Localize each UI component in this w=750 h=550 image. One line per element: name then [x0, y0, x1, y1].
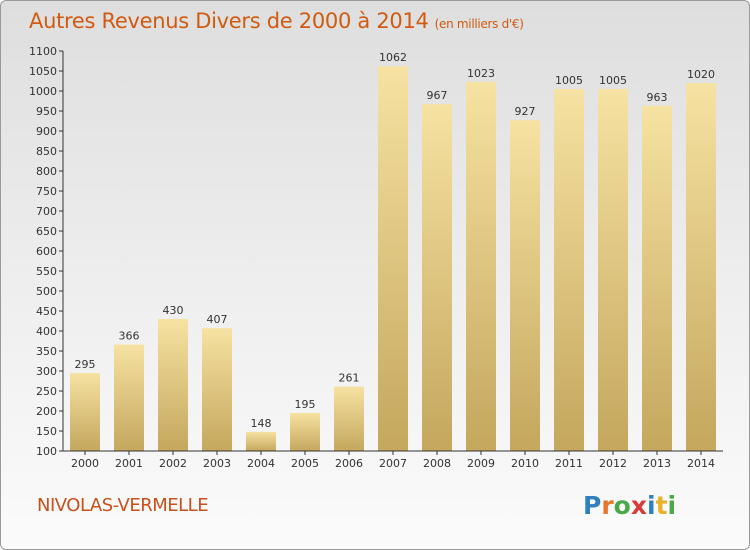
logo-letter: i [647, 491, 656, 520]
y-tick-label: 650 [36, 225, 57, 238]
y-tick-label: 850 [36, 145, 57, 158]
y-tick-label: 600 [36, 245, 57, 258]
bar-value-label: 1005 [555, 74, 583, 87]
bar-value-label: 1020 [687, 68, 715, 81]
y-tick-label: 450 [36, 305, 57, 318]
bar-value-label: 1005 [599, 74, 627, 87]
logo-letter: o [613, 491, 631, 520]
y-tick-label: 800 [36, 165, 57, 178]
y-tick-label: 1100 [29, 45, 57, 58]
y-tick-label: 400 [36, 325, 57, 338]
x-tick-label: 2009 [467, 457, 495, 470]
x-tick-label: 2002 [159, 457, 187, 470]
bar-value-label: 407 [207, 313, 228, 326]
logo-letter: P [583, 491, 602, 520]
bar-value-label: 430 [163, 304, 184, 317]
x-tick-label: 2008 [423, 457, 451, 470]
x-tick-label: 2003 [203, 457, 231, 470]
bar [466, 81, 496, 452]
logo-letter: r [601, 491, 614, 520]
y-tick-label: 200 [36, 405, 57, 418]
chart-title: Autres Revenus Divers de 2000 à 2014 (en … [29, 9, 524, 33]
x-tick-label: 2013 [643, 457, 671, 470]
chart-title-text: Autres Revenus Divers de 2000 à 2014 [29, 9, 429, 33]
y-tick-label: 1000 [29, 85, 57, 98]
bar [70, 373, 100, 451]
bar-value-label: 927 [515, 105, 536, 118]
y-tick-label: 550 [36, 265, 57, 278]
y-tick-label: 700 [36, 205, 57, 218]
x-tick-label: 2004 [247, 457, 275, 470]
x-tick-label: 2000 [71, 457, 99, 470]
bar [686, 83, 716, 451]
logo-letter: t [655, 491, 668, 520]
y-tick-label: 100 [36, 445, 57, 458]
logo-letter: x [630, 491, 647, 520]
bar [114, 344, 144, 451]
x-tick-label: 2014 [687, 457, 715, 470]
bar-value-label: 148 [251, 417, 272, 430]
x-tick-label: 2011 [555, 457, 583, 470]
bar-value-label: 967 [427, 89, 448, 102]
y-tick-label: 1050 [29, 65, 57, 78]
bar [642, 105, 672, 452]
bar-value-label: 295 [75, 358, 96, 371]
bar [422, 104, 452, 451]
logo-letter: i [667, 491, 677, 520]
bar [158, 319, 188, 451]
y-tick-label: 500 [36, 285, 57, 298]
bar-value-label: 195 [295, 398, 316, 411]
x-tick-label: 2001 [115, 457, 143, 470]
y-tick-label: 350 [36, 345, 57, 358]
bar-value-label: 963 [647, 91, 668, 104]
bar [378, 66, 408, 451]
bar [598, 89, 628, 451]
location-name: NIVOLAS-VERMELLE [37, 495, 209, 516]
proxiti-logo: Proxiti [583, 491, 676, 520]
x-tick-label: 2007 [379, 457, 407, 470]
bar [202, 328, 232, 451]
y-axis: 100 150 200 250 300 350 400 450 500 550 600 650 700 7… [29, 45, 64, 458]
bar [334, 386, 364, 451]
x-tick-label: 2005 [291, 457, 319, 470]
y-tick-label: 750 [36, 185, 57, 198]
bar [290, 413, 320, 451]
x-tick-label: 2012 [599, 457, 627, 470]
bar [246, 431, 276, 451]
bar [510, 120, 540, 451]
y-tick-label: 900 [36, 125, 57, 138]
bar-value-label: 366 [119, 330, 140, 343]
x-axis: 2000 2001 2002 2003 2004 2005 2006 2007 2008 2009… [63, 450, 723, 470]
x-tick-label: 2006 [335, 457, 363, 470]
y-tick-label: 950 [36, 105, 57, 118]
bar-value-label: 261 [339, 372, 360, 385]
y-tick-label: 250 [36, 385, 57, 398]
bars: 295 366 430 407 148 195 261 1062 967 1023 927 1005 1… [70, 51, 716, 452]
bar-value-label: 1062 [379, 51, 407, 64]
y-tick-label: 300 [36, 365, 57, 378]
y-tick-label: 150 [36, 425, 57, 438]
chart-title-unit: (en milliers d'€) [434, 17, 524, 31]
x-tick-label: 2010 [511, 457, 539, 470]
bar [554, 89, 584, 451]
bar-value-label: 1023 [467, 67, 495, 80]
